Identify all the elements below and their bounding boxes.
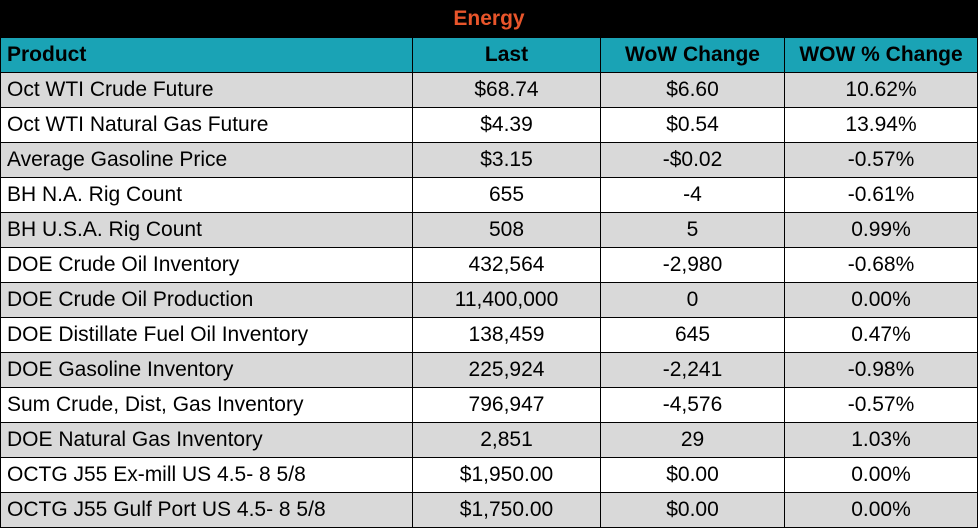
product-cell: BH U.S.A. Rig Count bbox=[0, 212, 413, 248]
wow-change-cell: -$0.02 bbox=[600, 142, 785, 178]
last-cell: 796,947 bbox=[412, 387, 601, 423]
product-cell: DOE Crude Oil Inventory bbox=[0, 247, 413, 283]
wow-pct-change-cell: 0.00% bbox=[783, 492, 979, 528]
product-cell: DOE Natural Gas Inventory bbox=[0, 422, 413, 458]
last-cell: 432,564 bbox=[412, 247, 601, 283]
table-row: DOE Natural Gas Inventory 2,851 29 1.03% bbox=[0, 422, 979, 458]
last-cell: 508 bbox=[412, 212, 601, 248]
wow-pct-change-cell: 13.94% bbox=[783, 107, 979, 143]
product-cell: DOE Distillate Fuel Oil Inventory bbox=[0, 317, 413, 353]
table-row: DOE Crude Oil Production 11,400,000 0 0.00% bbox=[0, 282, 979, 318]
product-cell: Oct WTI Natural Gas Future bbox=[0, 107, 413, 143]
wow-pct-change-cell: 1.03% bbox=[783, 422, 979, 458]
product-cell: BH N.A. Rig Count bbox=[0, 177, 413, 213]
wow-change-cell: -4 bbox=[600, 177, 785, 213]
wow-change-cell: 5 bbox=[600, 212, 785, 248]
wow-pct-change-cell: 0.00% bbox=[783, 457, 979, 493]
last-cell: $3.15 bbox=[412, 142, 601, 178]
product-cell: Oct WTI Crude Future bbox=[0, 72, 413, 108]
table-row: Sum Crude, Dist, Gas Inventory 796,947 -4,… bbox=[0, 387, 979, 423]
wow-change-cell: $0.00 bbox=[600, 457, 785, 493]
product-cell: Sum Crude, Dist, Gas Inventory bbox=[0, 387, 413, 423]
table-body: Oct WTI Crude Future $68.74 $6.60 10.62% Oct… bbox=[0, 72, 979, 528]
table-row: BH N.A. Rig Count 655 -4 -0.61% bbox=[0, 177, 979, 213]
wow-change-cell: 29 bbox=[600, 422, 785, 458]
product-cell: OCTG J55 Ex-mill US 4.5- 8 5/8 bbox=[0, 457, 413, 493]
table-row: Average Gasoline Price $3.15 -$0.02 -0.57% bbox=[0, 142, 979, 178]
last-cell: $1,950.00 bbox=[412, 457, 601, 493]
table-row: DOE Crude Oil Inventory 432,564 -2,980 -0.6… bbox=[0, 247, 979, 283]
wow-change-cell: -2,241 bbox=[600, 352, 785, 388]
last-cell: $1,750.00 bbox=[412, 492, 601, 528]
table-row: DOE Gasoline Inventory 225,924 -2,241 -0.98… bbox=[0, 352, 979, 388]
column-header-wow-change: WoW Change bbox=[600, 37, 785, 73]
product-cell: DOE Crude Oil Production bbox=[0, 282, 413, 318]
table-row: BH U.S.A. Rig Count 508 5 0.99% bbox=[0, 212, 979, 248]
table-row: Oct WTI Crude Future $68.74 $6.60 10.62% bbox=[0, 72, 979, 108]
wow-pct-change-cell: 0.47% bbox=[783, 317, 979, 353]
last-cell: 11,400,000 bbox=[412, 282, 601, 318]
table-row: OCTG J55 Ex-mill US 4.5- 8 5/8 $1,950.00 $… bbox=[0, 457, 979, 493]
product-cell: OCTG J55 Gulf Port US 4.5- 8 5/8 bbox=[0, 492, 413, 528]
table-header-row: Product Last WoW Change WOW % Change bbox=[0, 37, 979, 73]
table-title-row: Energy bbox=[0, 0, 979, 38]
wow-pct-change-cell: -0.57% bbox=[783, 142, 979, 178]
wow-change-cell: $0.00 bbox=[600, 492, 785, 528]
wow-pct-change-cell: -0.57% bbox=[783, 387, 979, 423]
product-cell: Average Gasoline Price bbox=[0, 142, 413, 178]
table-row: Oct WTI Natural Gas Future $4.39 $0.54 13.9… bbox=[0, 107, 979, 143]
wow-pct-change-cell: 0.00% bbox=[783, 282, 979, 318]
last-cell: 655 bbox=[412, 177, 601, 213]
wow-change-cell: 645 bbox=[600, 317, 785, 353]
table-title: Energy bbox=[0, 0, 979, 38]
last-cell: $4.39 bbox=[412, 107, 601, 143]
wow-pct-change-cell: 0.99% bbox=[783, 212, 979, 248]
wow-change-cell: -4,576 bbox=[600, 387, 785, 423]
table-row: DOE Distillate Fuel Oil Inventory 138,459… bbox=[0, 317, 979, 353]
wow-pct-change-cell: -0.61% bbox=[783, 177, 979, 213]
last-cell: 2,851 bbox=[412, 422, 601, 458]
column-header-last: Last bbox=[412, 37, 601, 73]
product-cell: DOE Gasoline Inventory bbox=[0, 352, 413, 388]
wow-change-cell: -2,980 bbox=[600, 247, 785, 283]
wow-change-cell: $0.54 bbox=[600, 107, 785, 143]
column-header-wow-pct-change: WOW % Change bbox=[783, 37, 979, 73]
wow-change-cell: 0 bbox=[600, 282, 785, 318]
last-cell: 138,459 bbox=[412, 317, 601, 353]
table-row: OCTG J55 Gulf Port US 4.5- 8 5/8 $1,750.0… bbox=[0, 492, 979, 528]
wow-pct-change-cell: -0.68% bbox=[783, 247, 979, 283]
last-cell: $68.74 bbox=[412, 72, 601, 108]
wow-pct-change-cell: -0.98% bbox=[783, 352, 979, 388]
last-cell: 225,924 bbox=[412, 352, 601, 388]
wow-pct-change-cell: 10.62% bbox=[783, 72, 979, 108]
wow-change-cell: $6.60 bbox=[600, 72, 785, 108]
column-header-product: Product bbox=[0, 37, 413, 73]
